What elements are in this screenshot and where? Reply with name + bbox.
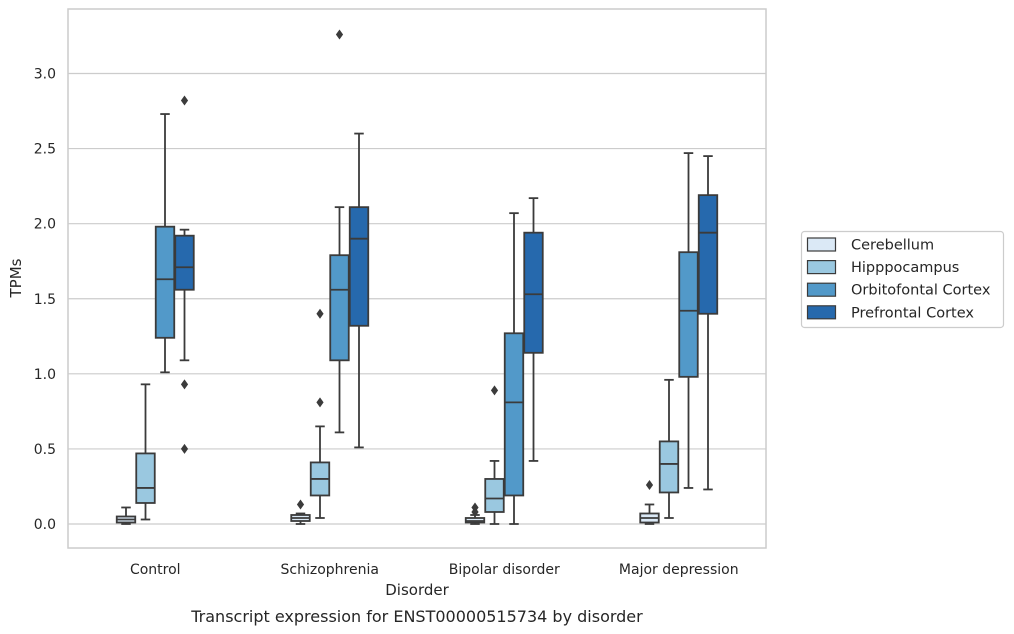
series-3	[174, 95, 719, 491]
box-iqr	[174, 234, 195, 291]
y-tick-label: 0.5	[34, 442, 56, 458]
box-iqr	[154, 225, 176, 339]
legend-frame	[800, 230, 1005, 329]
legend-swatch	[806, 237, 837, 252]
y-axis-ticks: 0.0 0.5 1.0 1.5 2.0 2.5 3.0	[34, 67, 56, 534]
outlier-point	[180, 379, 189, 390]
chart-caption: Transcript expression for ENST0000051573…	[190, 607, 643, 626]
series-0	[115, 479, 660, 525]
box-3	[658, 378, 680, 519]
box-2	[484, 385, 505, 525]
outlier-point	[471, 506, 479, 517]
box-1	[348, 132, 370, 449]
y-tick-label: 1.0	[34, 367, 56, 383]
y-tick-label: 3.0	[34, 67, 56, 83]
box-iqr	[678, 251, 699, 378]
box-1	[329, 29, 350, 434]
box-iqr	[348, 206, 370, 327]
outlier-point	[316, 397, 324, 408]
box-iqr	[658, 440, 680, 494]
legend-item: Prefrontal Cortex	[806, 305, 974, 321]
x-tick-label: Control	[130, 562, 181, 578]
x-tick-label: Major depression	[619, 562, 739, 578]
box-2	[464, 502, 486, 525]
box-0	[174, 95, 195, 454]
box-2	[523, 197, 544, 462]
outlier-point	[490, 385, 499, 396]
legend-swatch	[806, 260, 837, 275]
outlier-point	[180, 95, 189, 106]
legend-swatch	[806, 305, 837, 320]
legend-label: Hipppocampus	[851, 260, 959, 276]
x-axis-ticks: Control Schizophrenia Bipolar disorder Majo…	[130, 562, 739, 578]
box-iqr	[523, 231, 544, 354]
outlier-point	[180, 443, 189, 454]
box-1	[309, 308, 331, 519]
y-tick-label: 2.0	[34, 217, 56, 233]
series-2	[154, 29, 699, 525]
box-series	[115, 29, 719, 525]
outlier-point	[335, 29, 344, 40]
box-iqr	[503, 332, 525, 497]
legend-swatch	[806, 282, 837, 297]
legend-item: Orbitofontal Cortex	[806, 282, 991, 299]
x-tick-label: Bipolar disorder	[449, 562, 560, 578]
box-iqr	[697, 194, 719, 315]
legend: Cerebellum Hipppocampus Orbitofontal Corte…	[800, 230, 1005, 329]
box-3	[639, 479, 660, 525]
legend-item: Hipppocampus	[806, 260, 959, 276]
box-3	[678, 152, 699, 489]
y-tick-label: 0.0	[34, 517, 56, 533]
box-3	[697, 155, 719, 491]
box-0	[154, 113, 176, 374]
legend-label: Prefrontal Cortex	[851, 305, 974, 321]
legend-label: Cerebellum	[851, 238, 934, 254]
outlier-point	[645, 479, 654, 490]
x-axis-label: Disorder	[385, 581, 449, 599]
outlier-point	[296, 499, 305, 510]
x-tick-label: Schizophrenia	[281, 562, 379, 578]
legend-item: Cerebellum	[806, 237, 934, 254]
y-axis-label: TPMs	[7, 258, 25, 298]
y-tick-label: 2.5	[34, 142, 56, 158]
box-iqr	[484, 478, 505, 513]
outlier-point	[316, 308, 324, 319]
box-iqr	[329, 254, 350, 362]
box-0	[115, 506, 137, 525]
box-0	[135, 383, 156, 521]
box-iqr	[135, 452, 156, 504]
box-1	[290, 499, 311, 525]
box-2	[503, 212, 525, 525]
y-tick-label: 1.5	[34, 292, 56, 308]
legend-label: Orbitofontal Cortex	[851, 283, 991, 299]
plot-area-frame	[67, 8, 767, 549]
series-1	[135, 308, 680, 525]
